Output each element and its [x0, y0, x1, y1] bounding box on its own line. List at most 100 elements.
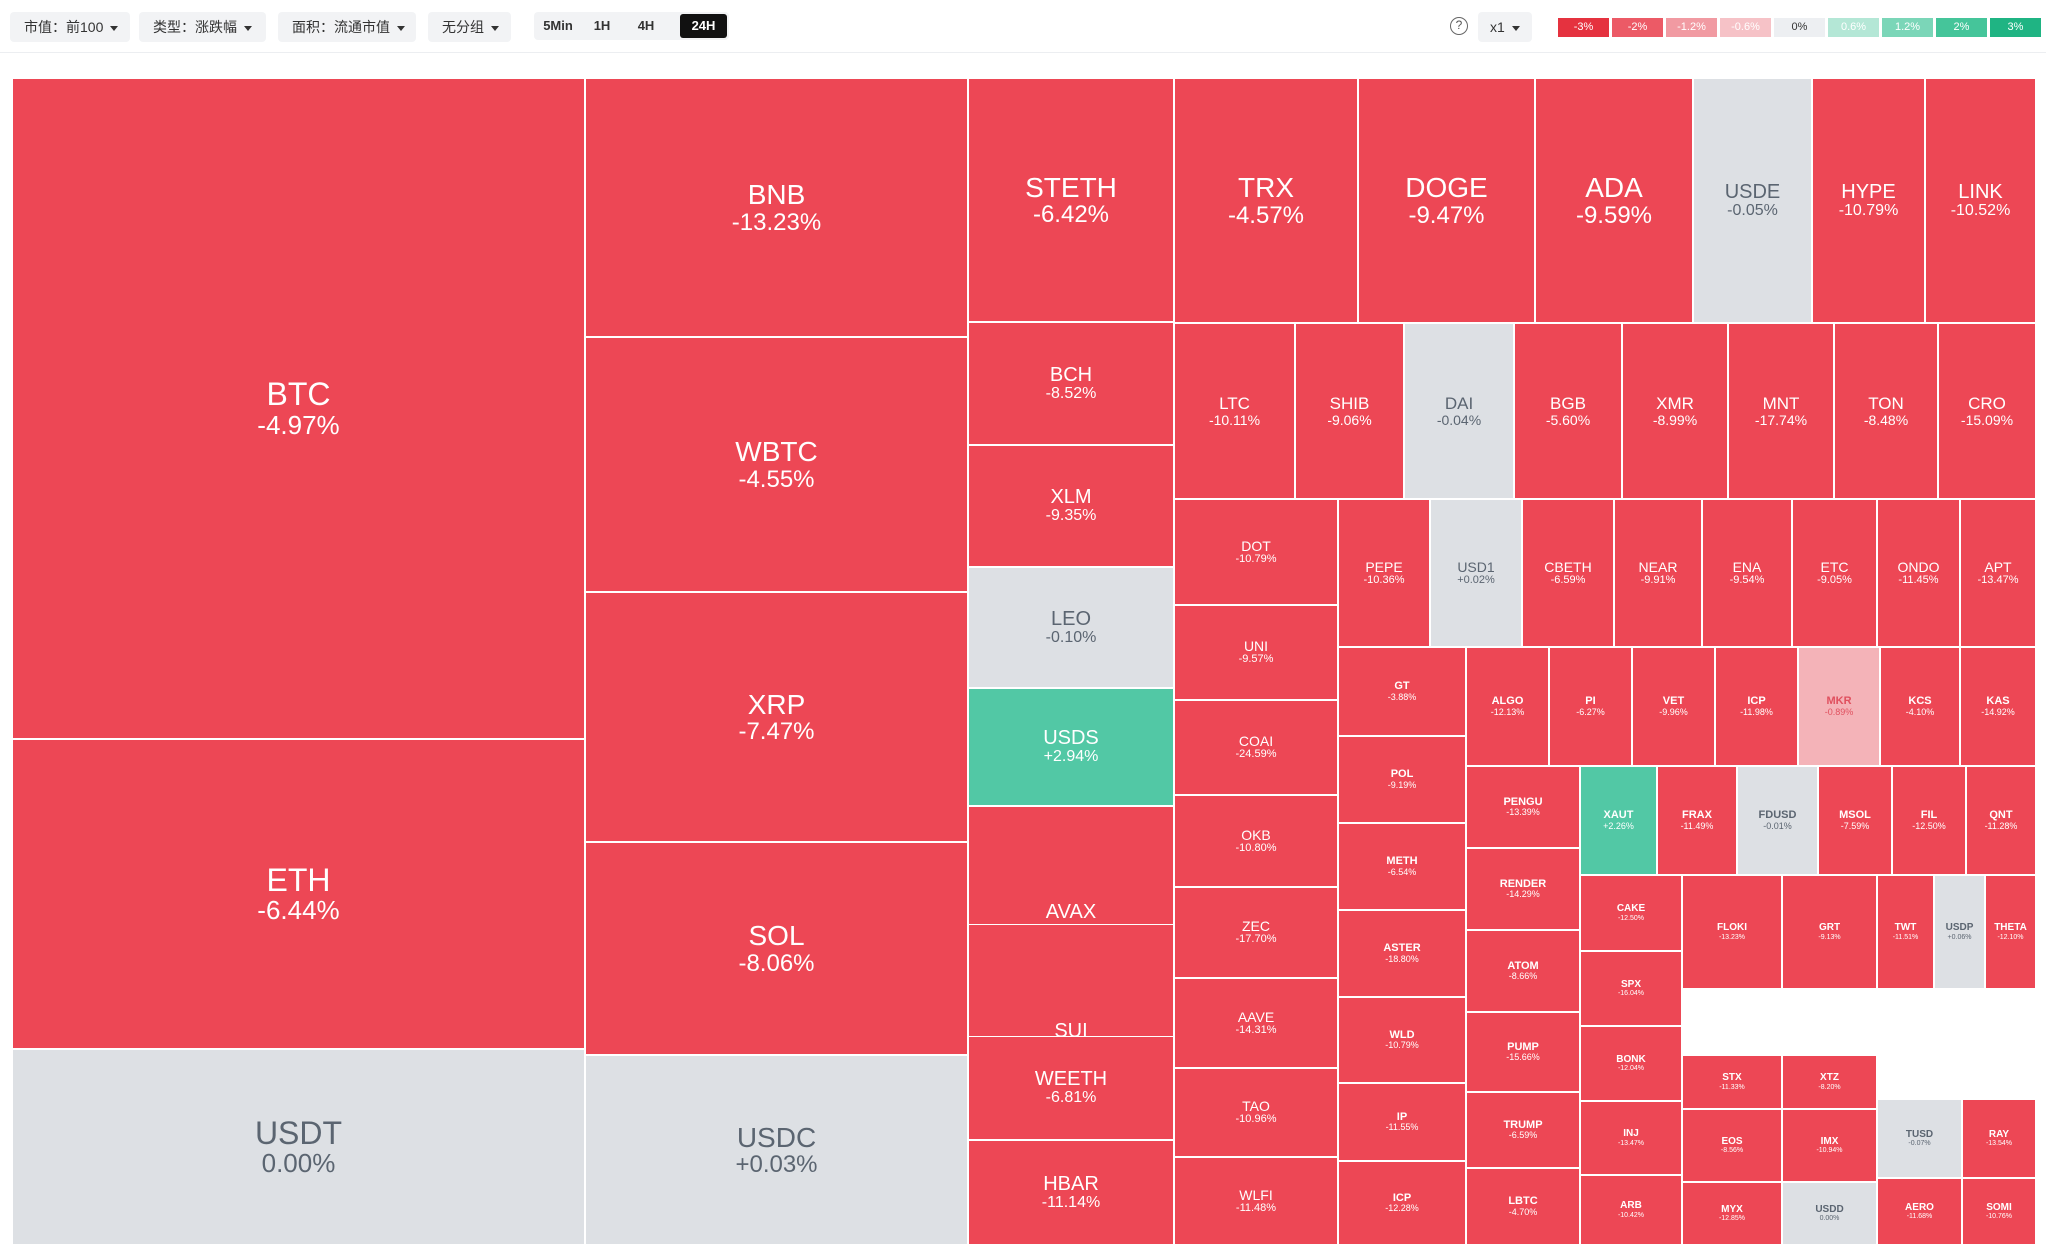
coin-tile-imx[interactable]: IMX -10.94% — [1782, 1109, 1877, 1182]
tab-24h[interactable]: 24H — [680, 14, 727, 38]
coin-tile-bgb[interactable]: BGB -5.60% — [1514, 323, 1622, 499]
grouping-dropdown[interactable]: 无分组 — [428, 12, 511, 42]
coin-tile-eos[interactable]: EOS -8.56% — [1682, 1109, 1782, 1182]
coin-tile-wbtc[interactable]: WBTC -4.55% — [585, 337, 968, 592]
coin-tile-shib[interactable]: SHIB -9.06% — [1295, 323, 1404, 499]
coin-tile-trump[interactable]: TRUMP -6.59% — [1466, 1092, 1580, 1168]
coin-tile-dot[interactable]: DOT -10.79% — [1174, 499, 1338, 605]
coin-tile-twt[interactable]: TWT -11.51% — [1877, 875, 1934, 989]
coin-tile-weeth[interactable]: WEETH -6.81% — [968, 1036, 1174, 1140]
coin-tile-eth[interactable]: ETH -6.44% — [12, 739, 585, 1049]
coin-tile-usdt[interactable]: USDT 0.00% — [12, 1049, 585, 1245]
coin-tile-tao[interactable]: TAO -10.96% — [1174, 1068, 1338, 1157]
coin-tile-xlm[interactable]: XLM -9.35% — [968, 445, 1174, 567]
coin-tile-fil[interactable]: FIL -12.50% — [1892, 766, 1966, 875]
tab-4h[interactable]: 4H — [637, 18, 655, 33]
coin-tile-dai[interactable]: DAI -0.04% — [1404, 323, 1514, 499]
coin-tile-hbar[interactable]: HBAR -11.14% — [968, 1140, 1174, 1245]
coin-tile-ondo[interactable]: ONDO -11.45% — [1877, 499, 1960, 647]
coin-tile-msol[interactable]: MSOL -7.59% — [1818, 766, 1892, 875]
coin-tile-aave[interactable]: AAVE -14.31% — [1174, 978, 1338, 1068]
coin-tile-meth[interactable]: METH -6.54% — [1338, 823, 1466, 910]
coin-tile-sol[interactable]: SOL -8.06% — [585, 842, 968, 1055]
coin-tile-vet[interactable]: VET -9.96% — [1632, 647, 1715, 766]
coin-tile-xtz[interactable]: XTZ -8.20% — [1782, 1055, 1877, 1109]
coin-tile-bch[interactable]: BCH -8.52% — [968, 322, 1174, 445]
coin-tile-atom[interactable]: ATOM -8.66% — [1466, 930, 1580, 1012]
coin-tile-xaut[interactable]: XAUT +2.26% — [1580, 766, 1657, 875]
coin-tile-cro[interactable]: CRO -15.09% — [1938, 323, 2036, 499]
coin-tile-bnb[interactable]: BNB -13.23% — [585, 78, 968, 337]
market-cap-dropdown[interactable]: 市值：前100 — [10, 12, 130, 42]
tab-5min[interactable]: 5Min — [543, 18, 573, 33]
coin-tile-hype[interactable]: HYPE -10.79% — [1812, 78, 1925, 323]
coin-tile-cbeth[interactable]: CBETH -6.59% — [1522, 499, 1614, 647]
coin-tile-kcs[interactable]: KCS -4.10% — [1880, 647, 1960, 766]
coin-tile-etc[interactable]: ETC -9.05% — [1792, 499, 1877, 647]
coin-tile-leo[interactable]: LEO -0.10% — [968, 567, 1174, 688]
coin-tile-zec[interactable]: ZEC -17.70% — [1174, 887, 1338, 978]
coin-tile-trx[interactable]: TRX -4.57% — [1174, 78, 1358, 323]
coin-tile-qnt[interactable]: QNT -11.28% — [1966, 766, 2036, 875]
area-dropdown[interactable]: 面积：流通市值 — [278, 12, 416, 42]
coin-tile-myx[interactable]: MYX -12.85% — [1682, 1182, 1782, 1245]
coin-tile-usdc[interactable]: USDC +0.03% — [585, 1055, 968, 1245]
coin-tile-frax[interactable]: FRAX -11.49% — [1657, 766, 1737, 875]
coin-tile-theta[interactable]: THETA -12.10% — [1985, 875, 2036, 989]
coin-tile-usdd[interactable]: USDD 0.00% — [1782, 1182, 1877, 1245]
coin-tile-pengu[interactable]: PENGU -13.39% — [1466, 766, 1580, 848]
coin-tile-grt[interactable]: GRT -9.13% — [1782, 875, 1877, 989]
coin-tile-pump[interactable]: PUMP -15.66% — [1466, 1012, 1580, 1092]
coin-tile-cake[interactable]: CAKE -12.50% — [1580, 875, 1682, 951]
coin-tile-ray[interactable]: RAY -13.54% — [1962, 1099, 2036, 1178]
help-icon[interactable]: ? — [1450, 17, 1468, 35]
coin-tile-pol[interactable]: POL -9.19% — [1338, 736, 1466, 823]
coin-tile-ena[interactable]: ENA -9.54% — [1702, 499, 1792, 647]
coin-tile-steth[interactable]: STETH -6.42% — [968, 78, 1174, 322]
coin-tile-ada[interactable]: ADA -9.59% — [1535, 78, 1693, 323]
coin-tile-usds[interactable]: USDS +2.94% — [968, 688, 1174, 806]
coin-tile-ton[interactable]: TON -8.48% — [1834, 323, 1938, 499]
coin-tile-ip[interactable]: IP -11.55% — [1338, 1083, 1466, 1161]
coin-tile-apt[interactable]: APT -13.47% — [1960, 499, 2036, 647]
zoom-dropdown[interactable]: x1 — [1478, 12, 1532, 42]
coin-tile-usdp[interactable]: USDP +0.06% — [1934, 875, 1985, 989]
coin-tile-okb[interactable]: OKB -10.80% — [1174, 795, 1338, 887]
coin-tile-render[interactable]: RENDER -14.29% — [1466, 848, 1580, 930]
coin-tile-icp[interactable]: ICP -11.98% — [1715, 647, 1798, 766]
coin-tile-xmr[interactable]: XMR -8.99% — [1622, 323, 1728, 499]
coin-tile-btc[interactable]: BTC -4.97% — [12, 78, 585, 739]
coin-tile-tusd[interactable]: TUSD -0.07% — [1877, 1099, 1962, 1178]
coin-tile-aero[interactable]: AERO -11.68% — [1877, 1178, 1962, 1245]
coin-tile-aster[interactable]: ASTER -18.80% — [1338, 910, 1466, 997]
coin-tile-kas[interactable]: KAS -14.92% — [1960, 647, 2036, 766]
coin-tile-wld[interactable]: WLD -10.79% — [1338, 997, 1466, 1083]
coin-tile-gt[interactable]: GT -3.88% — [1338, 647, 1466, 736]
coin-tile-xrp[interactable]: XRP -7.47% — [585, 592, 968, 842]
coin-tile-mkr[interactable]: MKR -0.89% — [1798, 647, 1880, 766]
coin-tile-lbtc[interactable]: LBTC -4.70% — [1466, 1168, 1580, 1245]
coin-tile-stx[interactable]: STX -11.33% — [1682, 1055, 1782, 1109]
coin-tile-ltc[interactable]: LTC -10.11% — [1174, 323, 1295, 499]
coin-tile-inj[interactable]: INJ -13.47% — [1580, 1101, 1682, 1175]
coin-tile-usd1[interactable]: USD1 +0.02% — [1430, 499, 1522, 647]
type-dropdown[interactable]: 类型：涨跌幅 — [139, 12, 266, 42]
coin-tile-algo[interactable]: ALGO -12.13% — [1466, 647, 1549, 766]
coin-tile-icp[interactable]: ICP -12.28% — [1338, 1161, 1466, 1245]
coin-tile-fdusd[interactable]: FDUSD -0.01% — [1737, 766, 1818, 875]
coin-tile-arb[interactable]: ARB -10.42% — [1580, 1175, 1682, 1245]
coin-tile-spx[interactable]: SPX -16.04% — [1580, 951, 1682, 1026]
coin-tile-somi[interactable]: SOMI -10.76% — [1962, 1178, 2036, 1245]
coin-tile-mnt[interactable]: MNT -17.74% — [1728, 323, 1834, 499]
coin-tile-near[interactable]: NEAR -9.91% — [1614, 499, 1702, 647]
coin-tile-floki[interactable]: FLOKI -13.23% — [1682, 875, 1782, 989]
coin-tile-pi[interactable]: PI -6.27% — [1549, 647, 1632, 766]
coin-tile-wlfi[interactable]: WLFI -11.48% — [1174, 1157, 1338, 1245]
coin-tile-bonk[interactable]: BONK -12.04% — [1580, 1026, 1682, 1101]
coin-tile-link[interactable]: LINK -10.52% — [1925, 78, 2036, 323]
coin-tile-uni[interactable]: UNI -9.57% — [1174, 605, 1338, 700]
coin-tile-coai[interactable]: COAI -24.59% — [1174, 700, 1338, 795]
coin-tile-usde[interactable]: USDE -0.05% — [1693, 78, 1812, 323]
coin-tile-pepe[interactable]: PEPE -10.36% — [1338, 499, 1430, 647]
tab-1h[interactable]: 1H — [593, 18, 611, 33]
